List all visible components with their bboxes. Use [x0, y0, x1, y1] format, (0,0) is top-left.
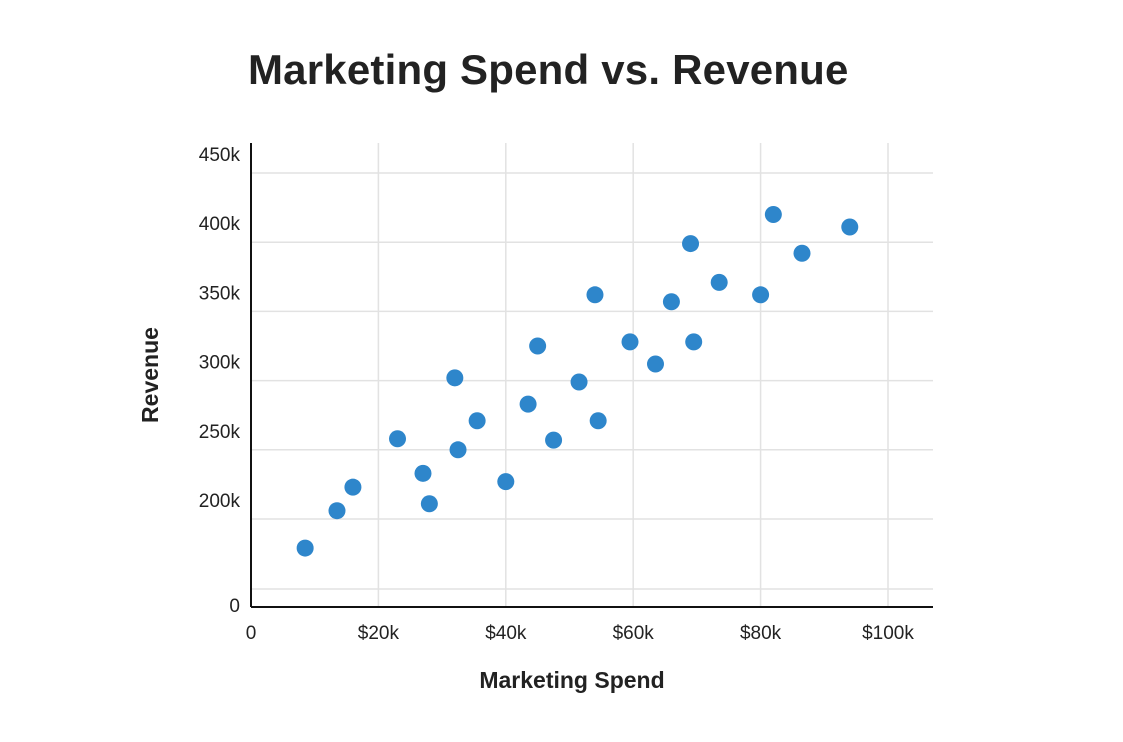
grid: [251, 143, 933, 607]
data-point: [710, 273, 728, 291]
axes: [250, 143, 933, 608]
x-tick-label: $80k: [740, 623, 782, 644]
data-point: [685, 333, 703, 351]
data-point: [586, 286, 604, 304]
data-points: [296, 206, 859, 557]
x-tick-label: $40k: [485, 623, 527, 644]
y-tick-label: 300k: [199, 353, 241, 374]
y-tick-label: 250k: [199, 422, 241, 443]
data-point: [328, 502, 346, 520]
data-point: [389, 430, 407, 448]
data-point: [662, 293, 680, 311]
data-point: [344, 478, 362, 496]
y-tick-label: 450k: [199, 145, 241, 166]
data-point: [468, 412, 486, 430]
data-point: [497, 473, 515, 491]
x-tick-label: $60k: [613, 623, 655, 644]
x-tick-label: 0: [246, 623, 257, 644]
y-axis-title: Revenue: [137, 327, 163, 423]
y-tick-label: 0: [229, 596, 240, 617]
tick-labels: 0 $20k $40k $60k $80k $100k 0 200k 250k 300k 350k 4…: [199, 145, 915, 644]
data-point: [841, 218, 859, 236]
data-point: [519, 395, 537, 413]
data-point: [646, 355, 664, 373]
data-point: [589, 412, 607, 430]
y-tick-label: 400k: [199, 214, 241, 235]
chart-title: Marketing Spend vs. Revenue: [248, 46, 849, 93]
data-point: [446, 369, 464, 387]
x-tick-label: $100k: [862, 623, 914, 644]
data-point: [449, 441, 467, 459]
data-point: [764, 206, 782, 224]
x-tick-label: $20k: [358, 623, 400, 644]
data-point: [296, 539, 314, 557]
x-axis-title: Marketing Spend: [479, 667, 664, 693]
y-tick-label: 350k: [199, 283, 241, 304]
y-tick-label: 200k: [199, 491, 241, 512]
data-point: [545, 431, 563, 449]
data-point: [570, 373, 588, 391]
data-point: [414, 464, 432, 482]
data-point: [752, 286, 770, 304]
data-point: [682, 235, 700, 253]
data-point: [621, 333, 639, 351]
data-point: [529, 337, 547, 355]
data-point: [420, 495, 438, 513]
data-point: [793, 244, 811, 262]
